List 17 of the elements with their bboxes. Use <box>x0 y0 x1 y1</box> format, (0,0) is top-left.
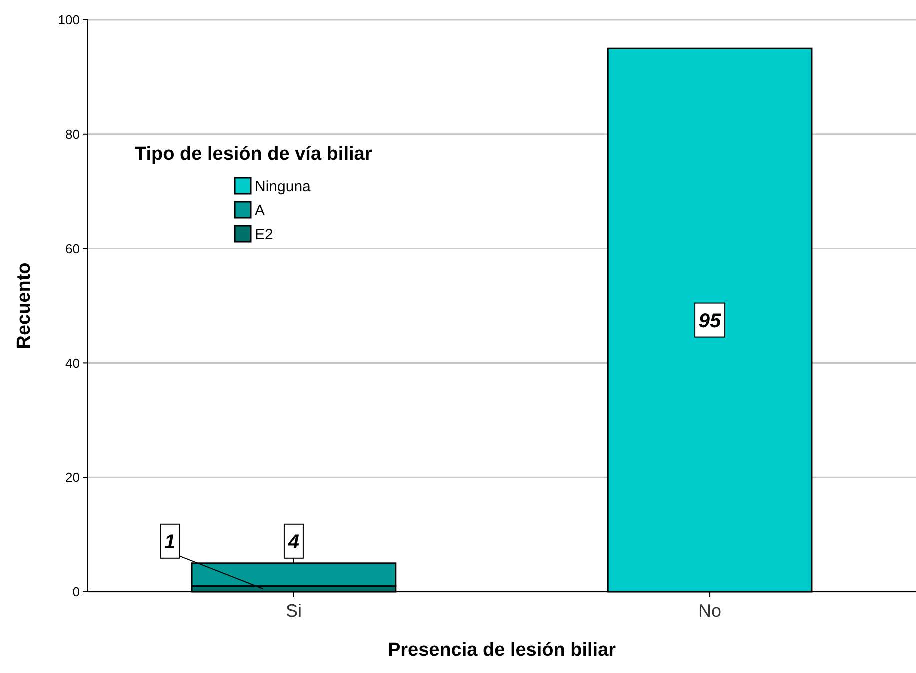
x-tick-label: No <box>698 601 722 621</box>
y-tick-label: 0 <box>72 584 80 600</box>
x-tick-label: Si <box>286 601 302 621</box>
y-tick-label: 20 <box>66 470 80 486</box>
legend-title: Tipo de lesión de vía biliar <box>135 144 373 165</box>
x-axis-title: Presencia de lesión biliar <box>388 640 617 661</box>
y-axis-title: Recuento <box>14 262 35 350</box>
y-tick-label: 60 <box>66 241 80 256</box>
data-label: 4 <box>287 531 300 554</box>
legend-label: A <box>255 202 266 220</box>
y-tick-label: 80 <box>66 126 80 142</box>
legend-label: E2 <box>255 226 274 244</box>
legend-label: Ninguna <box>255 178 312 196</box>
data-label: 95 <box>698 310 722 332</box>
y-tick-label: 100 <box>58 12 80 28</box>
y-tick-label: 40 <box>66 356 80 371</box>
data-label: 1 <box>164 531 176 554</box>
